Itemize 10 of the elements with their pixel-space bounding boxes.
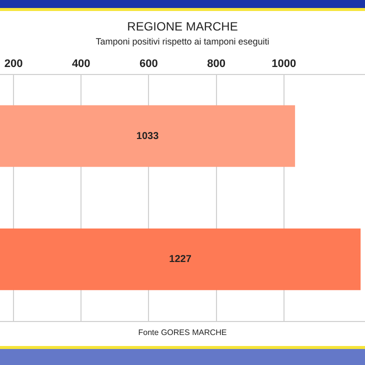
x-tick-label: 200 xyxy=(4,58,23,70)
source-note: Fonte GORES MARCHE xyxy=(138,328,227,338)
x-tick-label: 400 xyxy=(72,58,90,70)
data-label: 1033 xyxy=(136,130,160,142)
data-label: 1227 xyxy=(169,254,192,266)
chart-title: REGIONE MARCHE xyxy=(127,20,238,34)
x-tick-label: 600 xyxy=(140,58,158,70)
x-tick-label: 1000 xyxy=(272,58,296,70)
x-tick-label: 800 xyxy=(207,58,226,70)
chart-subtitle: Tamponi positivi rispetto ai tamponi eseguiti xyxy=(96,36,270,46)
